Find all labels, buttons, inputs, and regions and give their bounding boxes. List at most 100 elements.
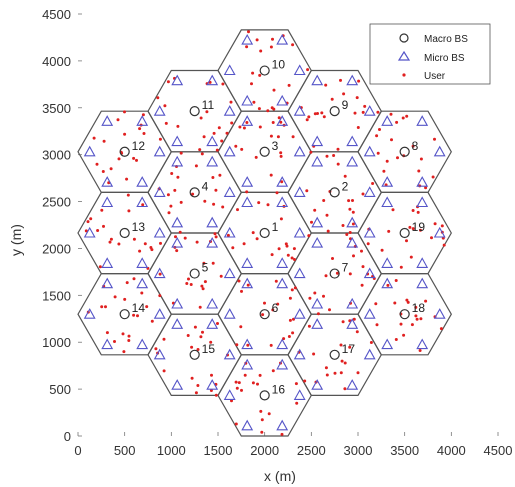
micro-bs-marker (171, 236, 184, 248)
user-point (348, 207, 352, 211)
micro-bs-marker (293, 308, 306, 319)
user-point (250, 82, 253, 86)
user-point (221, 82, 225, 86)
user-point (332, 154, 336, 157)
micro-bs-marker (241, 196, 254, 208)
micro-bs-marker (363, 267, 376, 279)
user-point (143, 242, 147, 246)
user-point (342, 92, 346, 96)
user-point (414, 305, 418, 309)
micro-bs-marker (276, 338, 289, 350)
micro-bs-marker (346, 297, 359, 309)
user-point (415, 317, 419, 321)
user-point (220, 139, 224, 143)
user-point (257, 201, 261, 205)
user-point (202, 135, 206, 139)
user-point (132, 156, 136, 160)
user-point (279, 217, 283, 221)
user-point (236, 208, 239, 212)
user-point (345, 233, 349, 236)
user-point (158, 272, 162, 276)
user-point (218, 173, 222, 177)
user-point (357, 79, 361, 83)
user-point (123, 110, 126, 114)
micro-bs-marker (206, 379, 219, 390)
micro-bs-marker (101, 115, 114, 126)
user-point (279, 151, 283, 155)
user-point (280, 432, 284, 436)
user-point (391, 208, 395, 212)
user-point (169, 204, 173, 208)
micro-bs-marker (276, 94, 289, 106)
user-point (116, 118, 120, 122)
user-point (387, 229, 391, 233)
user-point (405, 298, 409, 302)
user-point (121, 332, 125, 336)
micro-bs-marker (241, 419, 254, 431)
macro-bs-marker (259, 227, 270, 239)
macro-bs-label: 3 (272, 139, 279, 153)
user-point (212, 202, 216, 206)
user-point (211, 261, 215, 265)
user-point (140, 291, 144, 295)
user-point (284, 242, 288, 246)
micro-bs-marker (346, 155, 359, 167)
user-point (237, 381, 241, 385)
user-point (186, 334, 190, 337)
user-point (202, 261, 206, 265)
user-point (306, 68, 310, 72)
user-point (361, 265, 365, 269)
x-tick-label: 3500 (390, 443, 419, 458)
user-point (117, 157, 121, 161)
user-point (394, 338, 398, 341)
micro-bs-marker (433, 145, 446, 157)
user-point (89, 217, 93, 221)
user-point (313, 291, 317, 295)
micro-bs-marker (416, 115, 429, 126)
micro-bs-marker (206, 135, 219, 147)
user-point (141, 113, 145, 117)
user-point (246, 283, 250, 287)
user-point (310, 220, 313, 224)
user-point (341, 224, 345, 227)
macro-bs-label: 2 (342, 179, 349, 193)
user-point (259, 409, 263, 413)
micro-bs-marker (223, 186, 236, 197)
micro-bs-marker (101, 338, 114, 350)
micro-bs-marker (416, 338, 429, 350)
user-point (333, 371, 337, 375)
macro-bs-marker (259, 390, 270, 401)
user-point (132, 277, 136, 281)
macro-bs-label: 17 (342, 342, 356, 356)
user-point (399, 265, 403, 269)
x-axis-label: x (m) (264, 468, 296, 484)
micro-bs-marker (223, 267, 236, 279)
x-tick-label: 1000 (157, 443, 186, 458)
micro-bs-marker (293, 105, 306, 116)
x-tick-label: 500 (114, 443, 136, 458)
macro-bs-label: 7 (342, 261, 349, 275)
user-point (178, 230, 182, 234)
user-point (316, 112, 319, 115)
user-point (279, 154, 283, 158)
micro-bs-marker (311, 236, 324, 248)
user-point (198, 148, 202, 152)
macro-bs-label: 14 (132, 301, 146, 315)
micro-bs-marker (206, 74, 219, 86)
user-point (274, 279, 278, 283)
user-point (96, 229, 100, 232)
user-point (291, 331, 295, 335)
user-point (123, 297, 127, 301)
user-point (203, 280, 207, 284)
y-tick-label: 4500 (42, 7, 71, 22)
user-point (101, 170, 105, 173)
micro-bs-marker (311, 318, 324, 329)
user-point (408, 225, 412, 229)
micro-bs-marker (171, 135, 184, 147)
micro-bs-marker (416, 257, 429, 268)
user-point (326, 229, 330, 233)
macro-bs-label: 15 (202, 342, 216, 356)
user-point (343, 361, 347, 365)
user-point (269, 134, 273, 138)
user-point (132, 313, 136, 317)
